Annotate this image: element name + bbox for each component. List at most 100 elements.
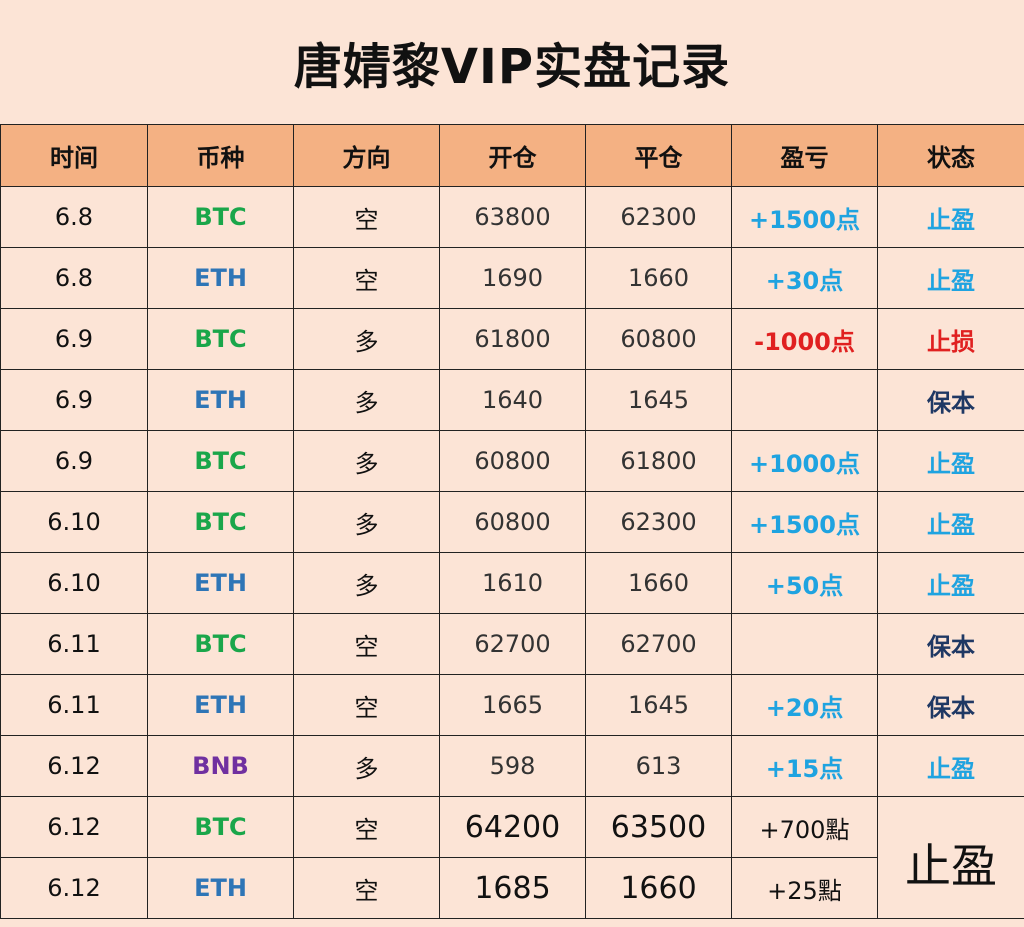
page-title: 唐婧黎VIP实盘记录 xyxy=(293,39,731,95)
cell-time: 6.12 xyxy=(0,735,148,797)
cell-direction: 多 xyxy=(293,430,440,492)
cell-status-merged: 止盈 xyxy=(877,796,1024,919)
table-row: 6.9 ETH 多 1640 1645 保本 xyxy=(0,369,1024,431)
cell-direction: 空 xyxy=(293,613,440,675)
cell-direction: 多 xyxy=(293,552,440,614)
table-row: 6.11 BTC 空 62700 62700 保本 xyxy=(0,613,1024,675)
cell-close: 60800 xyxy=(585,308,732,370)
cell-pnl: +30点 xyxy=(731,247,878,309)
cell-open: 61800 xyxy=(439,308,586,370)
table-row: 6.12 BNB 多 598 613 +15点 止盈 xyxy=(0,735,1024,797)
cell-open: 598 xyxy=(439,735,586,797)
table-row: 6.8 ETH 空 1690 1660 +30点 止盈 xyxy=(0,247,1024,309)
cell-close: 62700 xyxy=(585,613,732,675)
cell-status: 止盈 xyxy=(877,491,1024,553)
cell-close: 1660 xyxy=(585,857,732,919)
table-row: 6.9 BTC 多 60800 61800 +1000点 止盈 xyxy=(0,430,1024,492)
cell-pnl: +1000点 xyxy=(731,430,878,492)
title-bar: 唐婧黎VIP实盘记录 xyxy=(0,0,1024,124)
cell-coin: BTC xyxy=(147,430,294,492)
cell-pnl xyxy=(731,369,878,431)
cell-direction: 多 xyxy=(293,308,440,370)
cell-status: 止损 xyxy=(877,308,1024,370)
cell-status: 保本 xyxy=(877,369,1024,431)
cell-open: 1610 xyxy=(439,552,586,614)
cell-coin: BTC xyxy=(147,796,294,858)
header-close: 平仓 xyxy=(585,124,732,187)
cell-time: 6.9 xyxy=(0,430,148,492)
cell-time: 6.10 xyxy=(0,552,148,614)
header-direction: 方向 xyxy=(293,124,440,187)
cell-open: 1690 xyxy=(439,247,586,309)
cell-time: 6.9 xyxy=(0,369,148,431)
table-row: 6.10 BTC 多 60800 62300 +1500点 止盈 xyxy=(0,491,1024,553)
cell-close: 1660 xyxy=(585,552,732,614)
cell-open: 60800 xyxy=(439,430,586,492)
cell-time: 6.11 xyxy=(0,613,148,675)
cell-time: 6.11 xyxy=(0,674,148,736)
cell-pnl: +50点 xyxy=(731,552,878,614)
cell-direction: 空 xyxy=(293,186,440,248)
cell-pnl: -1000点 xyxy=(731,308,878,370)
cell-pnl: +20点 xyxy=(731,674,878,736)
table-row: 6.12 BTC 空 64200 63500 +700點 止盈 xyxy=(0,796,1024,919)
cell-open: 1640 xyxy=(439,369,586,431)
cell-status: 止盈 xyxy=(877,247,1024,309)
cell-close: 613 xyxy=(585,735,732,797)
cell-status: 保本 xyxy=(877,613,1024,675)
cell-pnl: +1500点 xyxy=(731,491,878,553)
cell-time: 6.12 xyxy=(0,857,148,919)
header-pnl: 盈亏 xyxy=(731,124,878,187)
cell-time: 6.10 xyxy=(0,491,148,553)
cell-close: 63500 xyxy=(585,796,732,858)
table-row: 6.8 BTC 空 63800 62300 +1500点 止盈 xyxy=(0,186,1024,248)
table-row: 6.12 ETH 空 1685 1660 +25點 xyxy=(0,857,1024,919)
cell-coin: BNB xyxy=(147,735,294,797)
cell-direction: 多 xyxy=(293,369,440,431)
cell-close: 61800 xyxy=(585,430,732,492)
cell-time: 6.8 xyxy=(0,247,148,309)
cell-direction: 空 xyxy=(293,247,440,309)
cell-open: 63800 xyxy=(439,186,586,248)
cell-coin: ETH xyxy=(147,674,294,736)
cell-pnl: +700點 xyxy=(731,796,878,858)
cell-pnl: +1500点 xyxy=(731,186,878,248)
cell-close: 62300 xyxy=(585,186,732,248)
cell-coin: BTC xyxy=(147,308,294,370)
header-open: 开仓 xyxy=(439,124,586,187)
cell-coin: BTC xyxy=(147,613,294,675)
cell-close: 1660 xyxy=(585,247,732,309)
cell-pnl: +15点 xyxy=(731,735,878,797)
cell-coin: ETH xyxy=(147,857,294,919)
table-header-row: 时间 币种 方向 开仓 平仓 盈亏 状态 xyxy=(0,124,1024,187)
cell-coin: ETH xyxy=(147,369,294,431)
cell-direction: 空 xyxy=(293,796,440,858)
cell-close: 1645 xyxy=(585,674,732,736)
table-row: 6.11 ETH 空 1665 1645 +20点 保本 xyxy=(0,674,1024,736)
table-row: 6.9 BTC 多 61800 60800 -1000点 止损 xyxy=(0,308,1024,370)
header-coin: 币种 xyxy=(147,124,294,187)
cell-status: 保本 xyxy=(877,674,1024,736)
cell-open: 60800 xyxy=(439,491,586,553)
cell-direction: 多 xyxy=(293,735,440,797)
cell-open: 64200 xyxy=(439,796,586,858)
cell-coin: BTC xyxy=(147,186,294,248)
cell-close: 62300 xyxy=(585,491,732,553)
cell-pnl: +25點 xyxy=(731,857,878,919)
cell-pnl xyxy=(731,613,878,675)
cell-open: 62700 xyxy=(439,613,586,675)
cell-time: 6.9 xyxy=(0,308,148,370)
cell-coin: BTC xyxy=(147,491,294,553)
cell-status: 止盈 xyxy=(877,430,1024,492)
trade-record-table: 时间 币种 方向 开仓 平仓 盈亏 状态 6.8 BTC 空 63800 62300 +1… xyxy=(0,124,1024,919)
header-status: 状态 xyxy=(877,124,1024,187)
cell-status: 止盈 xyxy=(877,186,1024,248)
cell-direction: 空 xyxy=(293,674,440,736)
cell-direction: 空 xyxy=(293,857,440,919)
cell-status: 止盈 xyxy=(877,552,1024,614)
cell-time: 6.12 xyxy=(0,796,148,858)
header-time: 时间 xyxy=(0,124,148,187)
cell-time: 6.8 xyxy=(0,186,148,248)
cell-coin: ETH xyxy=(147,552,294,614)
cell-status: 止盈 xyxy=(877,735,1024,797)
